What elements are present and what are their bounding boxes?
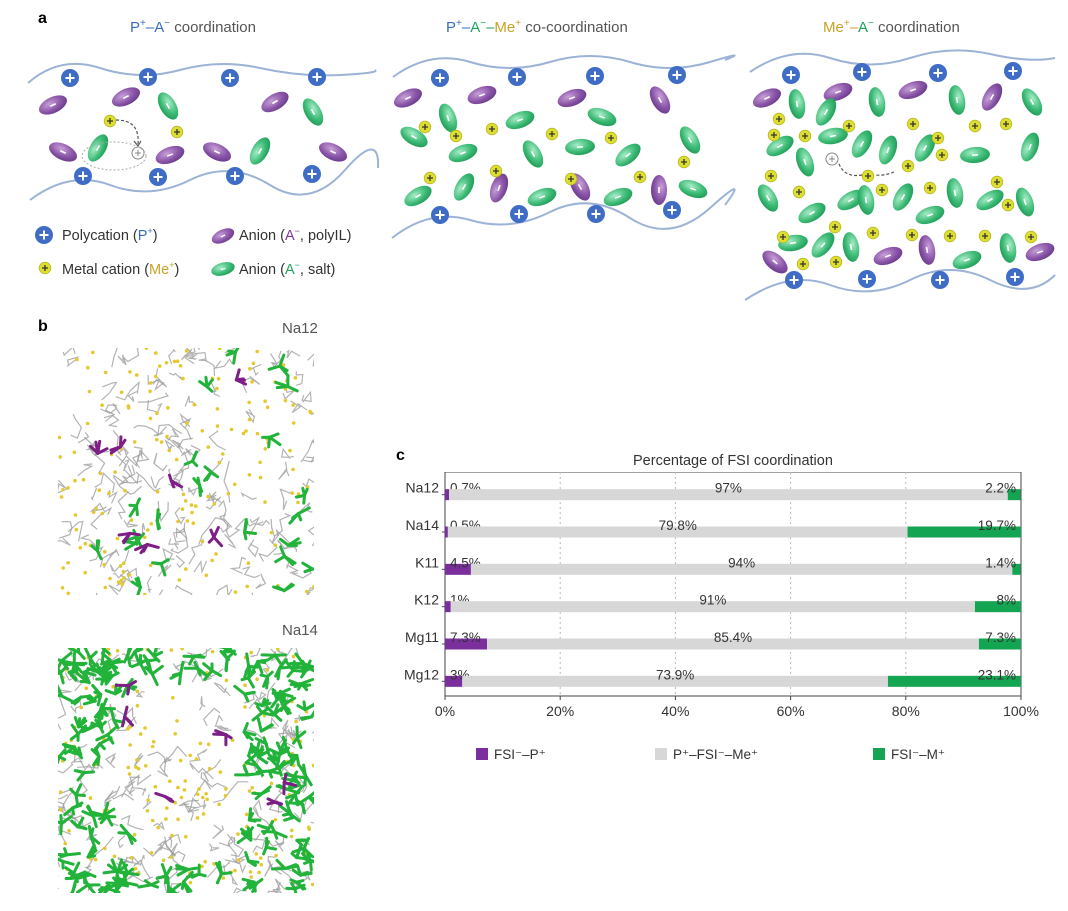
diagram-title-me-a-coordination: Me+–A− coordination bbox=[823, 18, 960, 36]
title-part: – bbox=[849, 19, 859, 36]
data-label: 23.1% bbox=[978, 667, 1016, 682]
snapshot-label-na12: Na12 bbox=[282, 320, 318, 337]
category-label: K11 bbox=[415, 554, 439, 570]
data-label: 73.9% bbox=[656, 667, 694, 682]
anion-salt-legend-icon bbox=[209, 259, 237, 279]
bar-segment-K12-1 bbox=[450, 601, 975, 613]
x-tick-label: 80% bbox=[892, 703, 920, 719]
chart-title: Percentage of FSI coordination bbox=[633, 453, 833, 469]
title-part: P bbox=[130, 19, 141, 36]
title-part: + bbox=[515, 18, 522, 29]
bar-segment-K11-2 bbox=[1012, 563, 1021, 575]
data-label: 1.4% bbox=[985, 555, 1016, 570]
bar-segment-K12-0 bbox=[445, 601, 451, 613]
legend-fsi-p: FSI⁻–P⁺ bbox=[476, 747, 546, 763]
title-part: coordination bbox=[170, 19, 256, 36]
diagram-title-p-a-coordination: P+–A− coordination bbox=[130, 18, 256, 36]
bar-segment-Na14-1 bbox=[447, 526, 908, 538]
title-part: – bbox=[486, 19, 495, 36]
data-label: 2.2% bbox=[985, 481, 1016, 496]
bar-segment-K11-1 bbox=[470, 563, 1013, 575]
title-part: − bbox=[868, 18, 874, 29]
diagram-3-particles bbox=[749, 61, 1058, 290]
title-part: A bbox=[154, 19, 165, 36]
category-label: Na14 bbox=[406, 517, 440, 533]
data-label: 7.3% bbox=[985, 630, 1016, 645]
data-label: 79.8% bbox=[659, 518, 697, 533]
legend-anion-salt: Anion (A−, salt) bbox=[239, 260, 336, 278]
title-part: P bbox=[446, 19, 457, 36]
data-label: 7.3% bbox=[450, 630, 481, 645]
legend-fsi-m: FSI⁻–M⁺ bbox=[873, 747, 945, 763]
title-part: Me bbox=[823, 19, 844, 36]
legend-fsi-p-swatch bbox=[476, 748, 488, 760]
diagram-2-chains bbox=[391, 54, 736, 239]
diagram-1-chains bbox=[27, 62, 380, 201]
panel-c-letter: c bbox=[396, 447, 405, 464]
bar-segment-Mg11-1 bbox=[487, 638, 979, 650]
title-part: A bbox=[470, 19, 481, 36]
category-label: Na12 bbox=[406, 480, 440, 496]
md-snapshot-na14 bbox=[58, 648, 314, 893]
title-part: Me bbox=[494, 19, 516, 36]
bar-segment-Mg12-0 bbox=[445, 675, 463, 687]
data-label: 97% bbox=[715, 481, 742, 496]
bar-segment-K12-2 bbox=[974, 601, 1021, 613]
x-tick-label: 40% bbox=[661, 703, 689, 719]
legend-metal-cation: Metal cation (Me+) bbox=[62, 260, 180, 278]
polycation-legend-icon bbox=[34, 225, 54, 245]
bar-segment-Na12-0 bbox=[445, 489, 450, 501]
data-label: 8% bbox=[996, 593, 1016, 608]
diagram-2-particles bbox=[390, 65, 711, 225]
legend-p-fsi-me-swatch bbox=[655, 748, 667, 760]
anion-polyil-legend-icon bbox=[208, 224, 238, 248]
title-part: + bbox=[843, 18, 850, 29]
bar-segment-Na12-2 bbox=[1007, 489, 1021, 501]
title-part: co-coordination bbox=[521, 19, 628, 36]
x-tick-label: 60% bbox=[777, 703, 805, 719]
coordination-schematics bbox=[27, 49, 1058, 301]
legend-anion-polyil: Anion (A−, polyIL) bbox=[239, 226, 352, 244]
title-part: − bbox=[480, 18, 487, 29]
diagram-title-co-coordination: P+–A−–Me+ co-coordination bbox=[446, 18, 628, 36]
legend-polycation: Polycation (P+) bbox=[62, 226, 158, 244]
x-tick-label: 100% bbox=[1003, 703, 1039, 719]
title-part: – bbox=[461, 19, 471, 36]
title-part: A bbox=[858, 19, 869, 36]
title-part: coordination bbox=[873, 19, 960, 36]
fsi-coordination-chart: 0% 20% 40% 60% 80% 100%Na12 0.7% 97% 2.2%Na14 0.5… bbox=[404, 472, 1039, 719]
title-part: + bbox=[456, 18, 462, 29]
legend-p-fsi-me: P⁺–FSI⁻–Me⁺ bbox=[655, 747, 758, 763]
bar-segment-Na14-0 bbox=[445, 526, 448, 538]
panel-b-letter: b bbox=[38, 318, 48, 335]
legend-fsi-m-swatch bbox=[873, 748, 885, 760]
md-snapshot-na12 bbox=[58, 348, 314, 595]
x-tick-label: 0% bbox=[435, 703, 455, 719]
data-label: 94% bbox=[728, 555, 755, 570]
category-label: Mg11 bbox=[405, 629, 439, 645]
bar-segment-Mg12-1 bbox=[462, 675, 888, 687]
bar-segment-K11-0 bbox=[445, 563, 471, 575]
panel-a-letter: a bbox=[38, 10, 47, 27]
x-tick-label: 20% bbox=[546, 703, 574, 719]
bar-segment-Mg11-0 bbox=[445, 638, 488, 650]
diagram-3-chains bbox=[744, 49, 1056, 301]
bar-segment-Mg12-2 bbox=[887, 675, 1021, 687]
category-label: K12 bbox=[414, 592, 439, 608]
plot-frame bbox=[444, 472, 1022, 697]
snapshot-label-na14: Na14 bbox=[282, 622, 318, 639]
bar-segment-Na14-2 bbox=[907, 526, 1021, 538]
title-part: + bbox=[140, 18, 146, 29]
bar-segment-Na12-1 bbox=[449, 489, 1008, 501]
title-part: − bbox=[164, 18, 171, 29]
title-part: – bbox=[145, 19, 155, 36]
category-label: Mg12 bbox=[404, 666, 439, 682]
data-label: 91% bbox=[699, 593, 726, 608]
metal-cation-legend-icon bbox=[38, 261, 52, 275]
diagram-1-particles bbox=[35, 67, 351, 187]
data-label: 19.7% bbox=[978, 518, 1016, 533]
data-label: 85.4% bbox=[714, 630, 752, 645]
bar-segment-Mg11-2 bbox=[978, 638, 1021, 650]
